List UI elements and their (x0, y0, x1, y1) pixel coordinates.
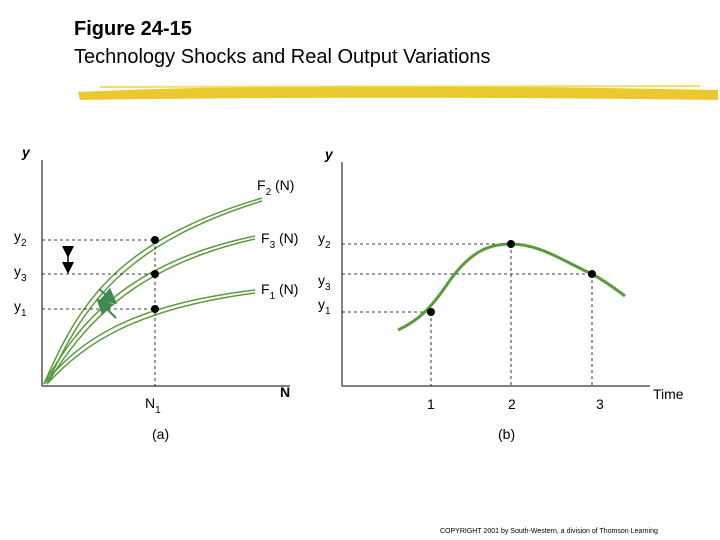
point-t2 (507, 240, 515, 248)
curve-f1-label: F1 (N) (261, 281, 298, 302)
curve-f1 (43, 289, 256, 385)
level-y1-a-sub: 1 (21, 308, 27, 319)
level-y1-a: y1 (14, 298, 27, 319)
point-t1 (427, 308, 435, 316)
level-y2-a-main: y (14, 228, 21, 244)
level-y2-b-sub: 2 (325, 240, 331, 251)
point-y2-a (151, 236, 159, 244)
curve-f2-label-sub: 2 (266, 187, 272, 198)
n1-label-main: N (145, 395, 155, 411)
level-y3-b-sub: 3 (325, 282, 331, 293)
curve-f2-label-main: F (257, 177, 266, 193)
n1-label: N1 (145, 395, 161, 416)
figure-title: Figure 24-15 (74, 18, 192, 40)
panel-a-y-label: y (21, 144, 31, 160)
copyright-notice: COPYRIGHT 2001 by South-Western, a divis… (440, 528, 658, 535)
tick-3: 3 (596, 396, 604, 412)
curve-f3-label-suffix: (N) (275, 230, 298, 246)
shift-arrow-green-2 (96, 298, 117, 319)
n1-label-sub: 1 (155, 405, 161, 416)
point-y1-a (151, 305, 159, 313)
output-path-curve (397, 242, 626, 332)
panel-a-caption: (a) (152, 426, 169, 442)
level-y1-b-main: y (318, 296, 325, 312)
panel-b-caption: (b) (498, 426, 515, 442)
level-y3-a-main: y (14, 263, 21, 279)
level-y1-b-sub: 1 (325, 306, 331, 317)
curve-f3-label: F3 (N) (261, 230, 298, 251)
title-highlight-streak (99, 85, 701, 88)
figure-subtitle: Technology Shocks and Real Output Variat… (74, 46, 491, 68)
curve-f1-label-main: F (261, 281, 270, 297)
curve-f3-label-sub: 3 (270, 240, 276, 251)
curve-f3-label-main: F (261, 230, 270, 246)
tick-1: 1 (427, 396, 435, 412)
panel-b: y Time y2 y3 y1 1 2 3 (b) (318, 146, 684, 442)
curve-f1-label-sub: 1 (270, 291, 276, 302)
panel-b-x-label: Time (653, 386, 684, 402)
curve-f2-label: F2 (N) (257, 177, 294, 198)
level-y3-b: y3 (318, 272, 331, 293)
curve-f3 (43, 235, 256, 385)
tick-2: 2 (508, 396, 516, 412)
panel-b-y-label: y (324, 146, 334, 162)
level-y3-b-main: y (318, 272, 325, 288)
point-y3-a (151, 270, 159, 278)
level-y1-a-main: y (14, 298, 21, 314)
level-y3-a-sub: 3 (21, 273, 27, 284)
curve-f1-label-suffix: (N) (275, 281, 298, 297)
level-y2-b: y2 (318, 230, 331, 251)
panel-a: y N y2 y3 y1 F2 (N) F3 (N) F1 (N) N1 (a) (14, 144, 298, 442)
curve-f2 (43, 197, 263, 385)
level-y2-b-main: y (318, 230, 325, 246)
title-highlight-stroke (78, 86, 718, 100)
point-t3 (588, 270, 596, 278)
level-y1-b: y1 (318, 296, 331, 317)
level-y2-a-sub: 2 (21, 238, 27, 249)
curve-f2-label-suffix: (N) (271, 177, 294, 193)
panel-a-x-label: N (280, 384, 290, 400)
level-y3-a: y3 (14, 263, 27, 284)
shift-arrow-green-1 (98, 287, 118, 305)
level-y2-a: y2 (14, 228, 27, 249)
